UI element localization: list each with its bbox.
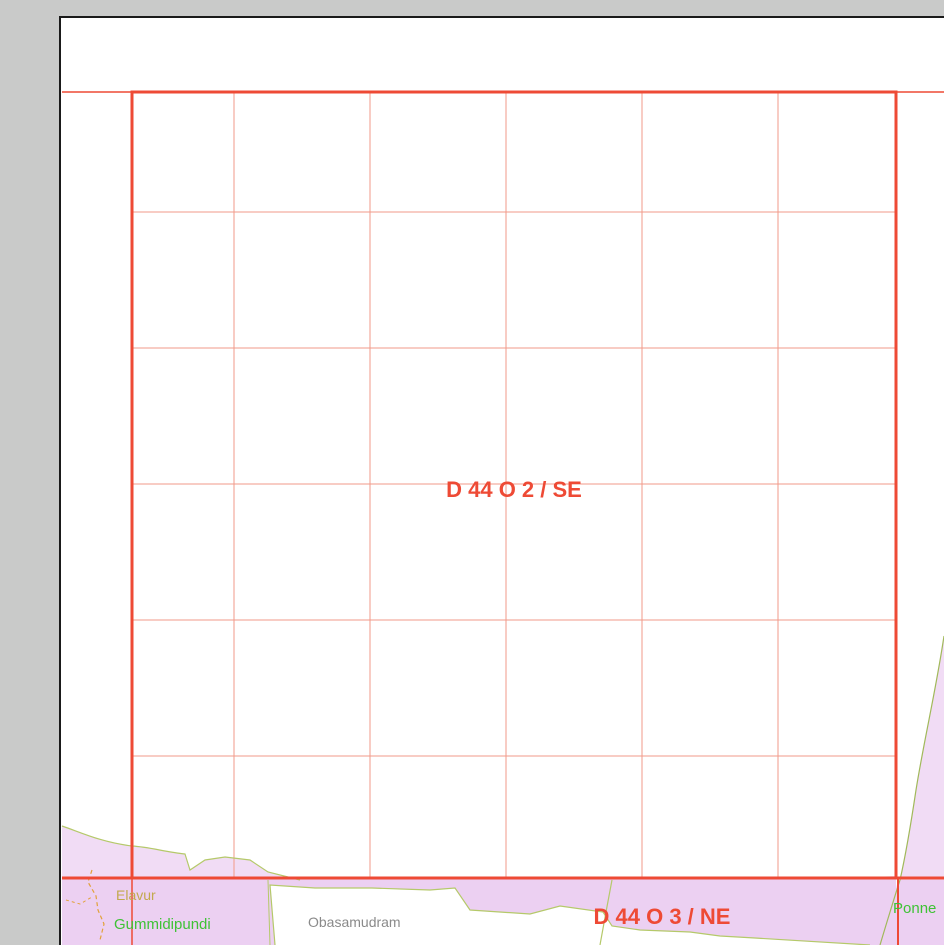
region-south-clear [270, 885, 870, 945]
admin-boundaries [61, 635, 944, 945]
grid-lines [132, 92, 896, 878]
boundary-east [879, 635, 944, 945]
place-label-ponneri: Ponne [893, 900, 936, 917]
boundary-lowlands [269, 884, 871, 945]
region-east-lower [880, 880, 944, 945]
boundary-taluk-dashed [65, 896, 93, 905]
sheet-label-south[interactable]: D 44 O 3 / NE [594, 904, 731, 929]
boundary-district-dashed [87, 869, 105, 941]
boundary-obasamudram-west [267, 879, 271, 945]
boundary-center-south [599, 879, 613, 945]
place-label-gummidipundi: Gummidipundi [114, 916, 211, 933]
sheet-label-main[interactable]: D 44 O 2 / SE [446, 477, 582, 502]
sheet-outer-frame [59, 16, 944, 945]
place-label-elavur: Elavur [116, 887, 156, 903]
place-label-obasamudram: Obasamudram [308, 914, 401, 930]
boundary-south-edge [61, 825, 301, 881]
